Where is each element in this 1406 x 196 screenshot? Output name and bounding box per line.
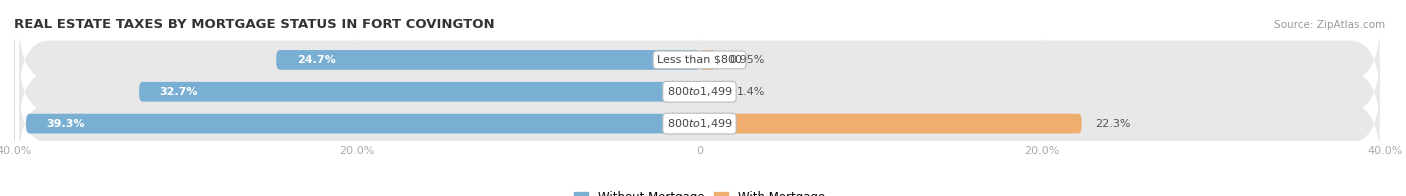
- Text: 1.4%: 1.4%: [737, 87, 765, 97]
- FancyBboxPatch shape: [139, 82, 700, 102]
- Text: 22.3%: 22.3%: [1095, 119, 1130, 129]
- FancyBboxPatch shape: [20, 86, 1379, 162]
- Text: Less than $800: Less than $800: [657, 55, 742, 65]
- FancyBboxPatch shape: [20, 54, 1379, 130]
- Text: 0.95%: 0.95%: [730, 55, 765, 65]
- Text: $800 to $1,499: $800 to $1,499: [666, 85, 733, 98]
- Text: $800 to $1,499: $800 to $1,499: [666, 117, 733, 130]
- Text: 39.3%: 39.3%: [46, 119, 86, 129]
- Text: 32.7%: 32.7%: [160, 87, 198, 97]
- Legend: Without Mortgage, With Mortgage: Without Mortgage, With Mortgage: [569, 186, 830, 196]
- FancyBboxPatch shape: [700, 114, 1081, 133]
- FancyBboxPatch shape: [700, 82, 724, 102]
- FancyBboxPatch shape: [20, 22, 1379, 98]
- Text: REAL ESTATE TAXES BY MORTGAGE STATUS IN FORT COVINGTON: REAL ESTATE TAXES BY MORTGAGE STATUS IN …: [14, 18, 495, 31]
- Text: Source: ZipAtlas.com: Source: ZipAtlas.com: [1274, 20, 1385, 30]
- FancyBboxPatch shape: [700, 50, 716, 70]
- FancyBboxPatch shape: [276, 50, 700, 70]
- Text: 24.7%: 24.7%: [297, 55, 336, 65]
- FancyBboxPatch shape: [27, 114, 700, 133]
